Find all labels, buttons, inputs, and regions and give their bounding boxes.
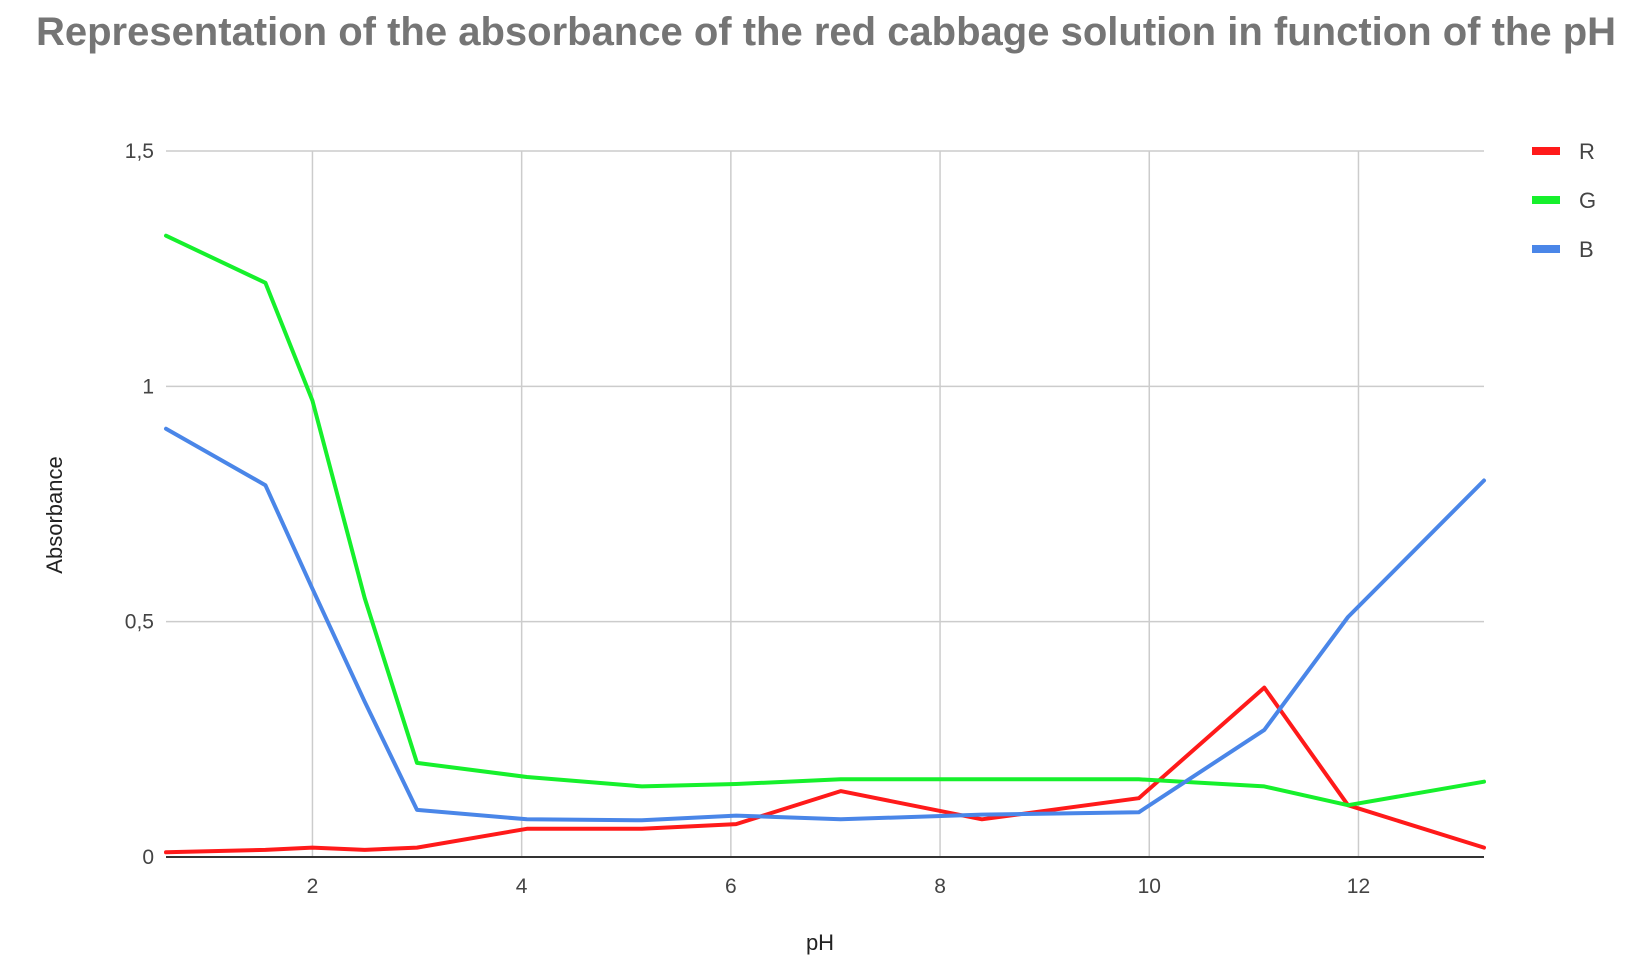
x-tick-label: 8 [934, 875, 946, 898]
legend-label-r: R [1579, 139, 1595, 164]
y-tick-label: 1 [142, 375, 154, 398]
series-layer [164, 233, 1486, 855]
legend-swatch-r [1532, 147, 1560, 155]
legend-label-g: G [1579, 188, 1596, 213]
legend-swatch-b [1532, 245, 1560, 253]
series-line-g [164, 233, 1486, 808]
y-tick-label: 0,5 [125, 611, 154, 634]
series-line-b [164, 426, 1486, 823]
y-axis-title: Absorbance [42, 456, 67, 573]
legend-swatch-g [1532, 196, 1560, 204]
y-tick-label: 1,5 [125, 140, 154, 163]
x-tick-label: 12 [1347, 875, 1370, 898]
grid-layer [166, 150, 1484, 857]
x-tick-label: 4 [516, 875, 528, 898]
y-tick-label: 0 [142, 846, 154, 869]
x-axis-title: pH [806, 930, 834, 955]
axis-layer: 0 0,5 1 1,5 2 4 6 8 10 12 [125, 140, 1484, 898]
x-tick-label: 10 [1138, 875, 1161, 898]
x-tick-label: 6 [725, 875, 737, 898]
legend-label-b: B [1579, 237, 1594, 262]
legend: RGB [1532, 139, 1596, 262]
series-line-r [164, 685, 1486, 855]
chart-title: Representation of the absorbance of the … [35, 10, 1617, 54]
x-tick-label: 2 [307, 875, 319, 898]
